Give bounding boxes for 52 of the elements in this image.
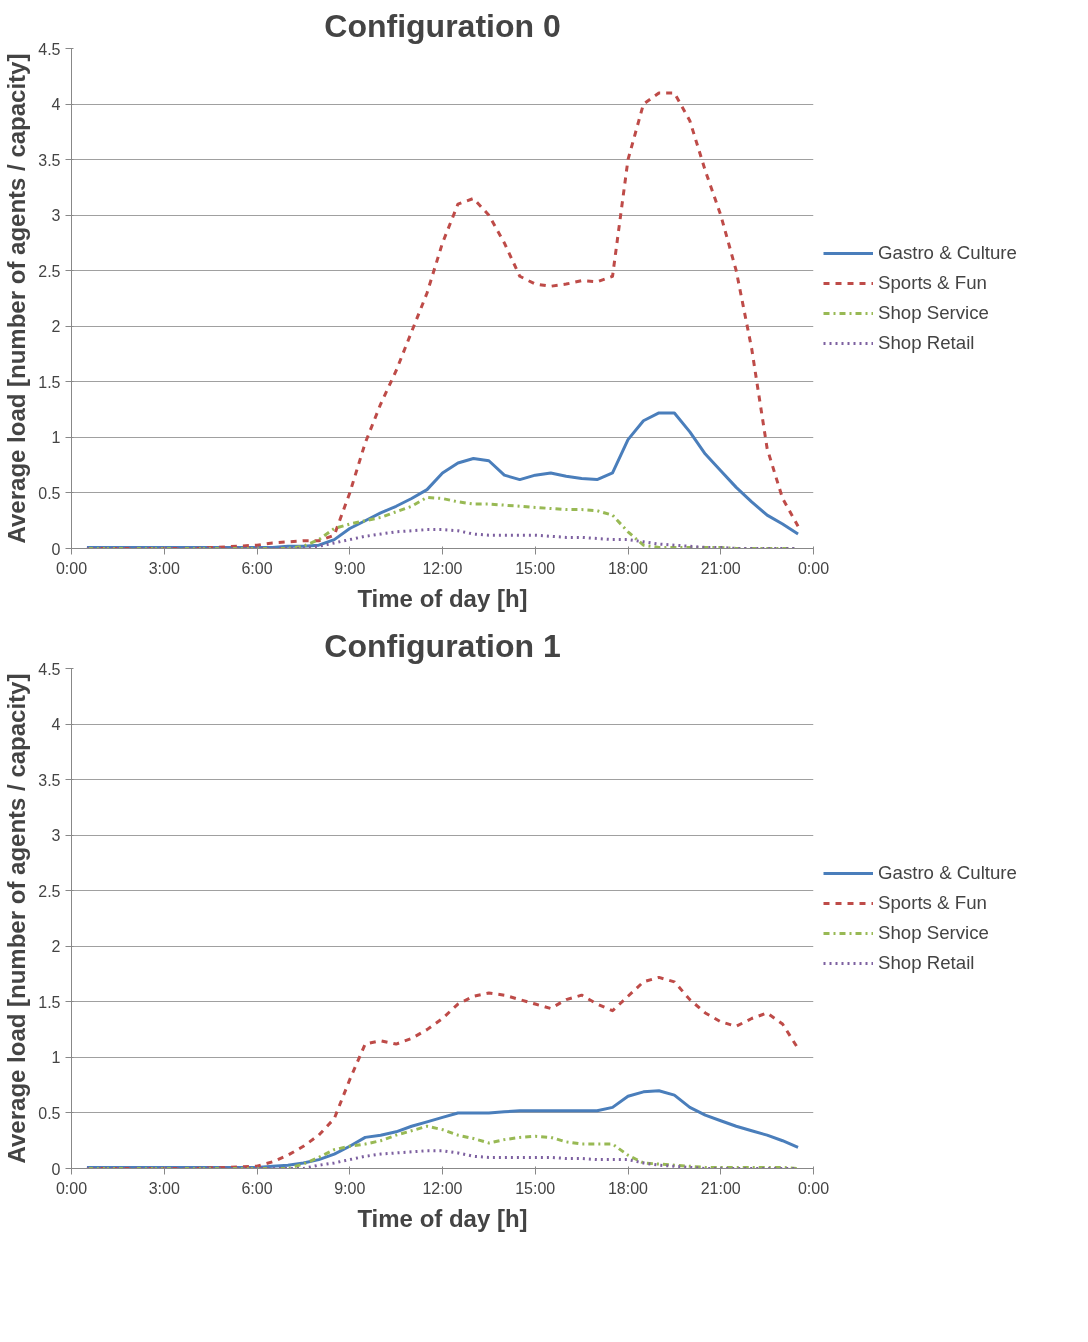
y-tick-label: 2.5 — [38, 882, 61, 900]
x-tick-label: 18:00 — [607, 559, 649, 577]
x-tick-label: 3:00 — [148, 1179, 180, 1197]
x-tick-label: 6:00 — [241, 1179, 273, 1197]
y-tick-label: 4.5 — [38, 660, 61, 678]
x-tick-label: 0:00 — [55, 1179, 88, 1197]
x-tick-label: 0:00 — [797, 1179, 830, 1197]
y-tick-label: 0.5 — [38, 484, 61, 502]
y-axis-title: Average load [number of agents / capacity] — [3, 673, 31, 1164]
legend-label: Shop Service — [878, 302, 989, 324]
y-tick-label: 3.5 — [38, 771, 61, 789]
x-axis-title: Time of day [h] — [357, 1204, 528, 1232]
x-axis-title: Time of day [h] — [357, 584, 528, 612]
y-tick-label: 4.5 — [38, 40, 61, 58]
y-tick-label: 2.5 — [38, 262, 61, 280]
y-tick-label: 0.5 — [38, 1104, 61, 1122]
x-tick-label: 12:00 — [422, 1179, 463, 1197]
x-tick-label: 6:00 — [241, 559, 273, 577]
y-tick-label: 3 — [51, 207, 61, 225]
x-tick-label: 3:00 — [148, 559, 180, 577]
chart-title: Configuration 1 — [324, 627, 561, 664]
legend-label: Shop Retail — [878, 952, 975, 974]
y-tick-label: 2 — [51, 318, 61, 336]
y-tick-label: 3 — [51, 827, 61, 845]
legend-label: Sports & Fun — [878, 272, 987, 294]
x-tick-label: 15:00 — [515, 559, 556, 577]
legend-label: Gastro & Culture — [878, 242, 1017, 264]
x-tick-label: 0:00 — [797, 559, 830, 577]
y-tick-label: 1 — [51, 1049, 61, 1067]
y-tick-label: 3.5 — [38, 151, 61, 169]
x-tick-label: 15:00 — [515, 1179, 556, 1197]
y-tick-label: 4 — [51, 96, 61, 114]
x-tick-label: 12:00 — [422, 559, 463, 577]
x-tick-label: 9:00 — [334, 1179, 366, 1197]
legend-label: Gastro & Culture — [878, 862, 1017, 884]
y-tick-label: 1.5 — [38, 993, 61, 1011]
y-tick-label: 0 — [51, 1160, 61, 1178]
y-tick-label: 4 — [51, 716, 61, 734]
legend-label: Sports & Fun — [878, 892, 987, 914]
x-tick-label: 0:00 — [55, 559, 88, 577]
x-tick-label: 18:00 — [607, 1179, 649, 1197]
y-axis-title: Average load [number of agents / capacity] — [3, 53, 31, 544]
y-tick-label: 0 — [51, 540, 61, 558]
y-tick-label: 2 — [51, 938, 61, 956]
x-tick-label: 9:00 — [334, 559, 366, 577]
y-tick-label: 1 — [51, 429, 61, 447]
y-tick-label: 1.5 — [38, 373, 61, 391]
x-tick-label: 21:00 — [700, 1179, 741, 1197]
legend-label: Shop Service — [878, 922, 989, 944]
chart-title: Configuration 0 — [324, 7, 561, 44]
legend-label: Shop Retail — [878, 332, 975, 354]
x-tick-label: 21:00 — [700, 559, 741, 577]
